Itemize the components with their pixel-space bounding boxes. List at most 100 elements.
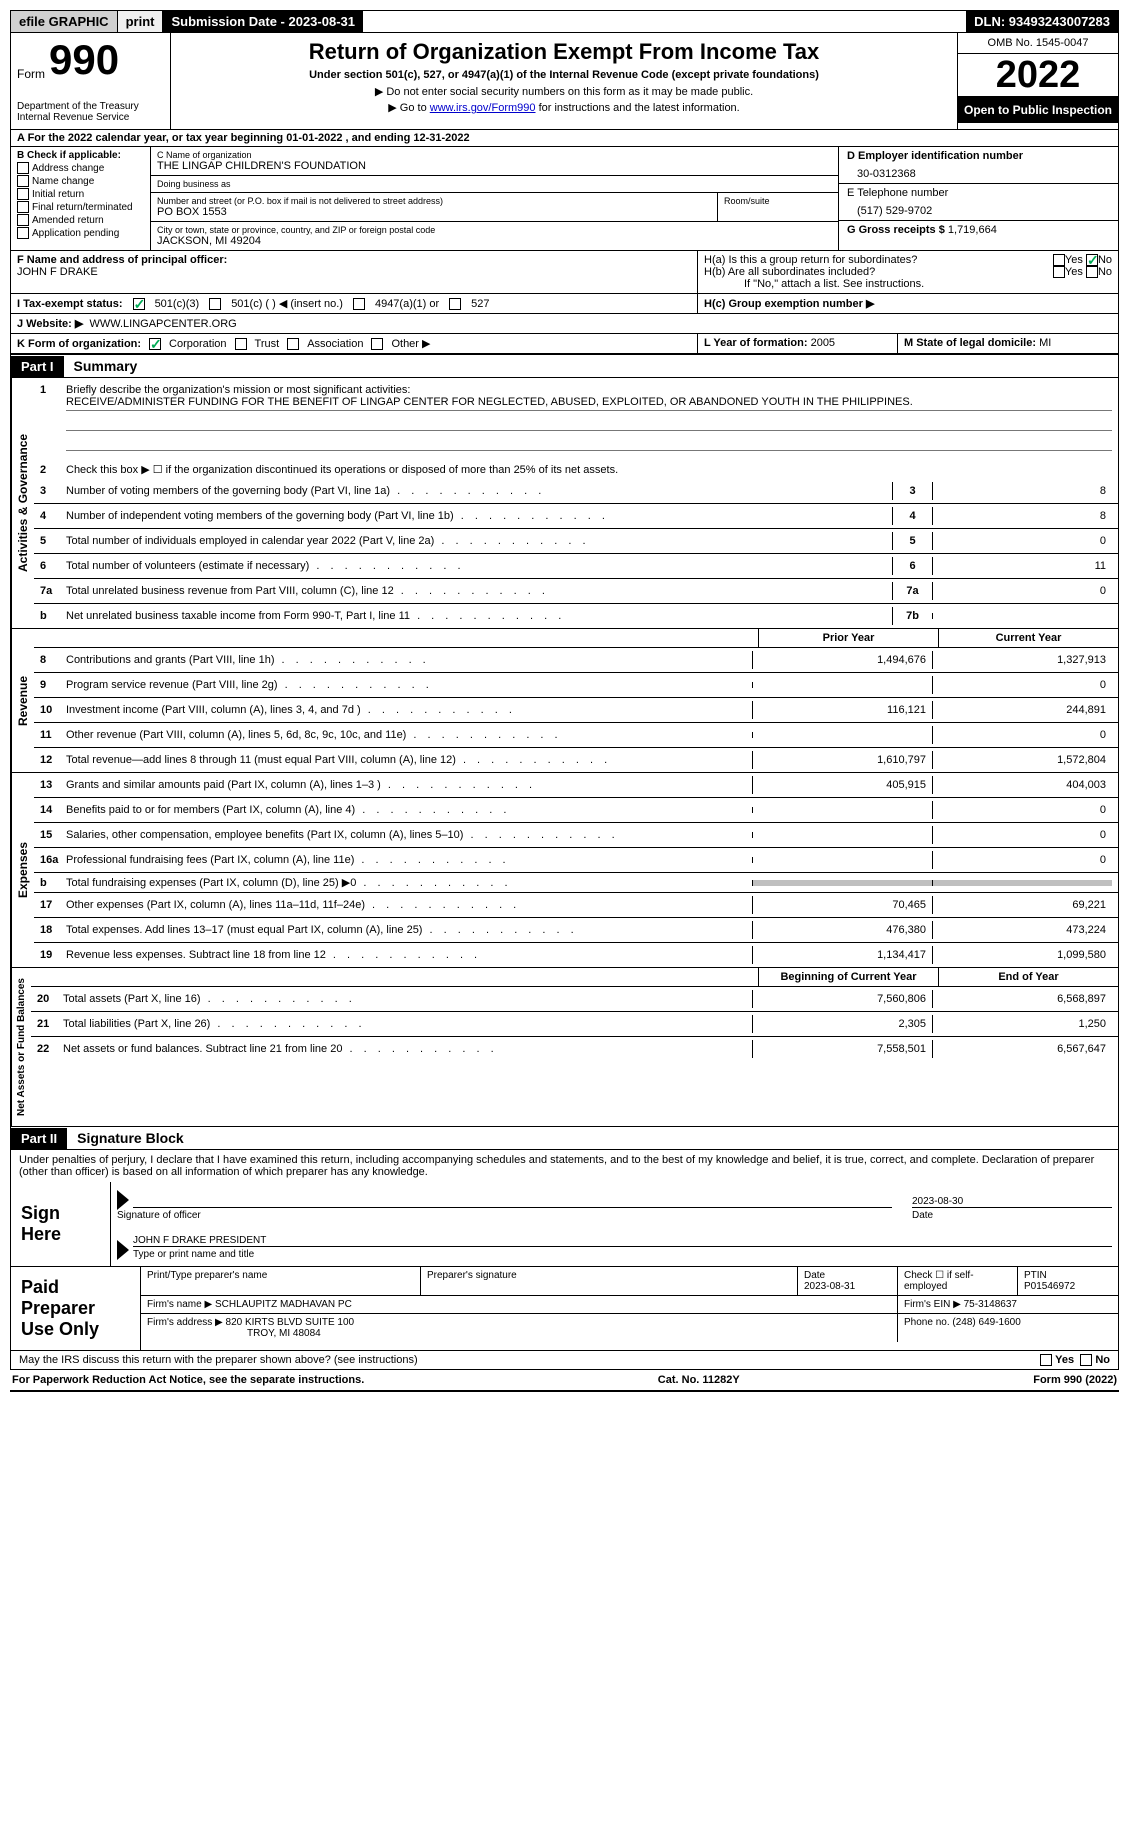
chk-app-pending[interactable]: [17, 227, 29, 239]
chk-assoc[interactable]: [287, 338, 299, 350]
prior-value: 7,560,806: [752, 990, 932, 1008]
prior-value: [752, 807, 932, 813]
current-value: 0: [932, 801, 1112, 819]
current-value: 69,221: [932, 896, 1112, 914]
chk-ha-yes[interactable]: [1053, 254, 1065, 266]
gross-value: 1,719,664: [948, 224, 997, 236]
chk-501c3[interactable]: [133, 298, 145, 310]
firm-ein-label: Firm's EIN ▶: [904, 1299, 961, 1310]
firm-addr-label: Firm's address ▶: [147, 1317, 223, 1328]
chk-ha-no[interactable]: [1086, 254, 1098, 266]
line-text: Total fundraising expenses (Part IX, col…: [66, 876, 752, 889]
sign-here-label: Sign Here: [11, 1182, 111, 1266]
col-b-checkboxes: B Check if applicable: Address change Na…: [11, 147, 151, 250]
part2-header: Part II Signature Block: [10, 1127, 1119, 1150]
current-value: [932, 880, 1112, 886]
chk-4947[interactable]: [353, 298, 365, 310]
hdr-current: Current Year: [938, 629, 1118, 647]
line-text: Revenue less expenses. Subtract line 18 …: [66, 949, 752, 961]
line-box: 3: [892, 482, 932, 500]
firm-ein: 75-3148637: [964, 1299, 1017, 1310]
line-text: Benefits paid to or for members (Part IX…: [66, 804, 752, 816]
irs-link[interactable]: www.irs.gov/Form990: [430, 102, 536, 114]
efile-button[interactable]: efile GRAPHIC: [11, 11, 118, 32]
city-value: JACKSON, MI 49204: [157, 235, 832, 247]
row-i: I Tax-exempt status: 501(c)(3) 501(c) ( …: [10, 294, 1119, 314]
gross-label: G Gross receipts $: [847, 224, 945, 236]
line-value: [932, 613, 1112, 619]
part2-title: Signature Block: [67, 1127, 194, 1149]
line-text: Total expenses. Add lines 13–17 (must eq…: [66, 924, 752, 936]
k-label: K Form of organization:: [17, 338, 141, 350]
part1-tag: Part I: [11, 356, 64, 377]
org-name: THE LINGAP CHILDREN'S FOUNDATION: [157, 160, 832, 172]
prior-value: [752, 857, 932, 863]
chk-other[interactable]: [371, 338, 383, 350]
line-value: 0: [932, 532, 1112, 550]
line-text: Salaries, other compensation, employee b…: [66, 829, 752, 841]
part1-title: Summary: [64, 355, 148, 377]
line-text: Other expenses (Part IX, column (A), lin…: [66, 899, 752, 911]
line-text: Program service revenue (Part VIII, line…: [66, 679, 752, 691]
prior-value: [752, 880, 932, 886]
line-box: 7b: [892, 607, 932, 625]
addr-value: PO BOX 1553: [157, 206, 711, 218]
form-header: Form 990 Department of the Treasury Inte…: [10, 33, 1119, 130]
prior-value: 70,465: [752, 896, 932, 914]
chk-amended[interactable]: [17, 214, 29, 226]
j-label: J Website: ▶: [17, 318, 83, 330]
line-text: Total assets (Part X, line 16): [63, 993, 752, 1005]
current-value: 1,327,913: [932, 651, 1112, 669]
line-text: Total number of individuals employed in …: [66, 535, 892, 547]
current-value: 473,224: [932, 921, 1112, 939]
vlabel-na: Net Assets or Fund Balances: [11, 968, 31, 1126]
prior-value: 2,305: [752, 1015, 932, 1033]
top-bar: efile GRAPHIC print Submission Date - 20…: [10, 10, 1119, 33]
line-value: 8: [932, 507, 1112, 525]
officer-name: JOHN F DRAKE: [17, 266, 691, 278]
current-value: 0: [932, 826, 1112, 844]
chk-address-change[interactable]: [17, 162, 29, 174]
chk-501c[interactable]: [209, 298, 221, 310]
chk-final-return[interactable]: [17, 201, 29, 213]
chk-may-yes[interactable]: [1040, 1354, 1052, 1366]
print-button[interactable]: print: [118, 11, 164, 32]
line-text: Net unrelated business taxable income fr…: [66, 610, 892, 622]
open-public: Open to Public Inspection: [958, 97, 1118, 123]
line-text: Professional fundraising fees (Part IX, …: [66, 854, 752, 866]
line-text: Total liabilities (Part X, line 26): [63, 1018, 752, 1030]
footer-center: Cat. No. 11282Y: [658, 1374, 740, 1386]
chk-initial-return[interactable]: [17, 188, 29, 200]
line-text: Total number of volunteers (estimate if …: [66, 560, 892, 572]
hb-label: H(b) Are all subordinates included?: [704, 266, 1053, 278]
footer-left: For Paperwork Reduction Act Notice, see …: [12, 1374, 364, 1386]
chk-trust[interactable]: [235, 338, 247, 350]
form-subtitle: Under section 501(c), 527, or 4947(a)(1)…: [179, 69, 949, 81]
m-label: M State of legal domicile:: [904, 337, 1036, 349]
prior-value: [752, 832, 932, 838]
phone-value: (517) 529-9702: [847, 199, 1110, 217]
chk-527[interactable]: [449, 298, 461, 310]
vlabel-rev: Revenue: [11, 629, 34, 772]
chk-hb-no[interactable]: [1086, 266, 1098, 278]
line-text: Other revenue (Part VIII, column (A), li…: [66, 729, 752, 741]
summary-table: Activities & Governance 1Briefly describ…: [10, 378, 1119, 1127]
ein-value: 30-0312368: [847, 162, 1110, 180]
dba-label: Doing business as: [157, 179, 832, 189]
chk-name-change[interactable]: [17, 175, 29, 187]
chk-hb-yes[interactable]: [1053, 266, 1065, 278]
current-value: 0: [932, 726, 1112, 744]
chk-corp[interactable]: [149, 338, 161, 350]
prior-value: 7,558,501: [752, 1040, 932, 1058]
i-label: I Tax-exempt status:: [17, 298, 123, 310]
footer-right: Form 990 (2022): [1033, 1374, 1117, 1386]
current-value: 244,891: [932, 701, 1112, 719]
form-word: Form: [17, 67, 45, 81]
current-value: 6,568,897: [932, 990, 1112, 1008]
prior-value: 1,610,797: [752, 751, 932, 769]
mission-text: RECEIVE/ADMINISTER FUNDING FOR THE BENEF…: [66, 396, 1112, 411]
prior-value: 1,494,676: [752, 651, 932, 669]
chk-may-no[interactable]: [1080, 1354, 1092, 1366]
firm-name-label: Firm's name ▶: [147, 1299, 212, 1310]
row-a-period: A For the 2022 calendar year, or tax yea…: [10, 130, 1119, 147]
